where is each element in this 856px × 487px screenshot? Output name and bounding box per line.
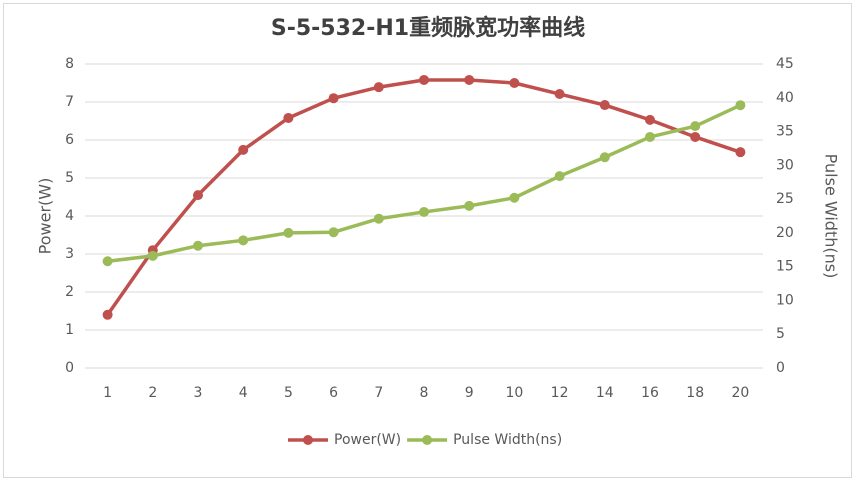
data-point xyxy=(147,250,158,261)
y2-tick-label: 20 xyxy=(776,225,794,241)
data-point xyxy=(283,227,294,238)
x-tick-label: 3 xyxy=(194,385,203,401)
x-tick-label: 1 xyxy=(103,385,112,401)
y2-tick-label: 15 xyxy=(776,259,794,275)
legend-marker xyxy=(422,435,433,445)
data-point xyxy=(599,152,610,163)
y2-tick-label: 0 xyxy=(776,360,785,376)
x-tick-label: 9 xyxy=(465,385,474,401)
data-point xyxy=(373,213,384,224)
y2-tick-label: 5 xyxy=(776,326,785,342)
data-point xyxy=(238,235,249,246)
y2-tick-label: 10 xyxy=(776,292,794,308)
x-tick-label: 18 xyxy=(686,385,704,401)
x-tick-label: 4 xyxy=(239,385,248,401)
data-point xyxy=(690,121,701,132)
y2-tick-label: 30 xyxy=(776,157,794,173)
x-tick-label: 7 xyxy=(374,385,383,401)
data-point xyxy=(238,144,249,155)
x-tick-label: 14 xyxy=(596,385,614,401)
y2-tick-label: 40 xyxy=(776,90,794,106)
y-tick-label: 3 xyxy=(65,246,74,262)
y2-tick-label: 45 xyxy=(776,56,794,72)
x-tick-label: 10 xyxy=(505,385,523,401)
y2-tick-label: 25 xyxy=(776,191,794,207)
y-tick-label: 0 xyxy=(65,360,74,376)
legend-marker xyxy=(303,435,313,445)
y2-tick-label: 35 xyxy=(776,124,794,140)
data-point xyxy=(283,112,294,123)
x-tick-label: 12 xyxy=(551,385,569,401)
data-point xyxy=(419,206,429,217)
data-point xyxy=(509,78,520,88)
data-point xyxy=(102,309,113,320)
data-point xyxy=(373,82,384,93)
x-tick-label: 6 xyxy=(329,385,338,401)
y-tick-label: 7 xyxy=(65,94,74,110)
data-point xyxy=(102,256,113,267)
data-point xyxy=(735,147,746,158)
y2-axis-title: Pulse Width(ns) xyxy=(822,154,841,279)
x-tick-label: 16 xyxy=(641,385,659,401)
x-tick-label: 2 xyxy=(148,385,157,401)
y-tick-label: 2 xyxy=(65,284,74,300)
legend-label: Power(W) xyxy=(334,432,401,448)
chart-title: S-5-532-H1重频脉宽功率曲线 xyxy=(271,15,585,41)
data-point xyxy=(464,200,475,211)
data-point xyxy=(645,114,655,125)
data-point xyxy=(690,131,701,142)
y-tick-label: 4 xyxy=(65,208,74,224)
data-point xyxy=(193,190,203,201)
y-tick-label: 6 xyxy=(65,132,74,148)
y-tick-label: 5 xyxy=(65,170,74,186)
data-point xyxy=(554,89,565,100)
x-tick-label: 20 xyxy=(731,385,749,401)
data-point xyxy=(328,93,339,104)
data-point xyxy=(464,74,475,85)
data-point xyxy=(645,131,655,142)
data-point xyxy=(328,227,339,238)
y-axis-title: Power(W) xyxy=(36,178,55,255)
chart-border xyxy=(3,3,852,478)
data-point xyxy=(599,100,610,111)
data-point xyxy=(193,240,203,251)
y-tick-label: 8 xyxy=(65,56,74,72)
y-tick-label: 1 xyxy=(65,322,74,338)
data-point xyxy=(419,74,429,85)
data-point xyxy=(509,192,520,203)
data-point xyxy=(735,100,746,111)
legend-label: Pulse Width(ns) xyxy=(453,432,562,448)
data-point xyxy=(554,171,565,182)
x-tick-label: 5 xyxy=(284,385,293,401)
x-tick-label: 8 xyxy=(420,385,429,401)
